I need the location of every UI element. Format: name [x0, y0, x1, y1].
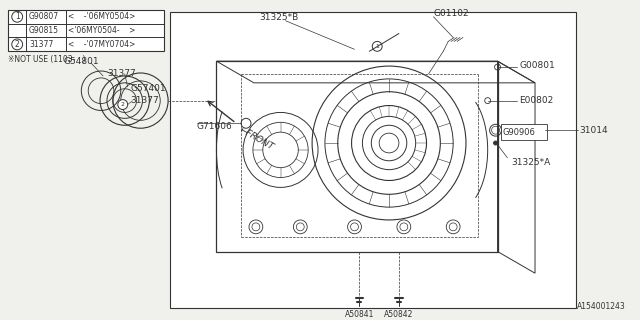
Bar [8, 10, 164, 51]
Text: G57401: G57401 [131, 84, 166, 93]
Text: 31325*A: 31325*A [511, 158, 550, 167]
Text: ←FRONT: ←FRONT [237, 125, 275, 152]
Text: 31377: 31377 [29, 40, 53, 49]
Text: <    -'06MY0504>: < -'06MY0504> [67, 12, 135, 21]
Text: 1: 1 [15, 12, 20, 21]
Bar [502, 124, 547, 140]
Text: <'06MY0504-    >: <'06MY0504- > [67, 26, 135, 35]
Circle shape [12, 11, 22, 22]
Text: 2: 2 [121, 102, 125, 107]
Text: A50841: A50841 [345, 310, 374, 319]
Text: G71606: G71606 [196, 122, 232, 131]
Circle shape [12, 39, 22, 50]
Text: G90807: G90807 [29, 12, 59, 21]
Text: E00802: E00802 [519, 96, 554, 105]
Circle shape [493, 141, 497, 145]
Text: 1: 1 [375, 44, 379, 49]
Text: G54801: G54801 [63, 57, 99, 66]
Text: <    -'07MY0704>: < -'07MY0704> [67, 40, 135, 49]
Text: G90906: G90906 [502, 128, 535, 137]
Circle shape [372, 41, 382, 51]
Text: G00801: G00801 [519, 60, 555, 69]
Text: 31325*B: 31325*B [259, 13, 298, 22]
Text: 31377: 31377 [107, 69, 136, 78]
Text: A50842: A50842 [384, 310, 413, 319]
Text: 2: 2 [15, 40, 20, 49]
Text: G01102: G01102 [433, 9, 469, 18]
Text: A154001243: A154001243 [577, 302, 626, 311]
Text: ※NOT USE (1103-   ): ※NOT USE (1103- ) [8, 55, 86, 64]
Bar [170, 12, 577, 308]
Circle shape [118, 100, 127, 109]
Text: 31014: 31014 [579, 126, 608, 135]
Text: 31377: 31377 [131, 96, 159, 105]
Text: G90815: G90815 [29, 26, 59, 35]
